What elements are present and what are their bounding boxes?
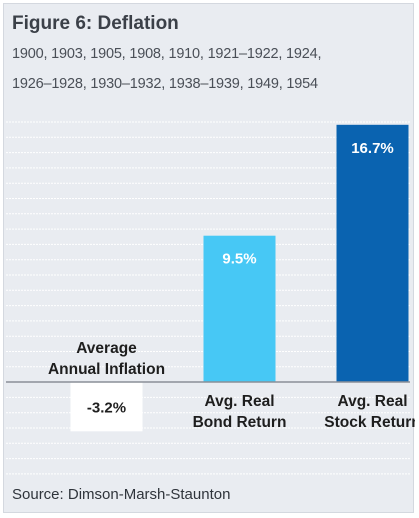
figure-subtitle-line-2: 1926–1928, 1930–1932, 1938–1939, 1949, 1… — [12, 76, 318, 92]
category-label: Bond Return — [193, 414, 287, 431]
figure-panel: Figure 6: Deflation 1900, 1903, 1905, 19… — [3, 3, 415, 513]
data-label-1: -3.2% — [87, 400, 126, 417]
figure-subtitle-line-1: 1900, 1903, 1905, 1908, 1910, 1921–1922,… — [12, 46, 322, 62]
category-label: Stock Return — [324, 414, 415, 431]
category-label: Avg. Real — [337, 393, 407, 410]
bar-2 — [203, 235, 276, 382]
bars — [70, 124, 409, 432]
bar-3 — [336, 124, 409, 383]
bar-chart: -3.2% Average Annual Inflation 9.5% Avg. Rea… — [6, 121, 415, 475]
data-label-3: 16.7% — [351, 140, 394, 157]
source-note: Source: Dimson-Marsh-Staunton — [12, 486, 231, 503]
figure-title: Figure 6: Deflation — [12, 13, 179, 34]
bar-1 — [70, 382, 143, 432]
data-label-2: 9.5% — [222, 251, 256, 268]
category-label: Average — [76, 340, 137, 357]
labels: -3.2% Average Annual Inflation 9.5% Avg. Rea… — [48, 140, 415, 431]
category-label: Annual Inflation — [48, 361, 165, 378]
category-label: Avg. Real — [204, 393, 274, 410]
